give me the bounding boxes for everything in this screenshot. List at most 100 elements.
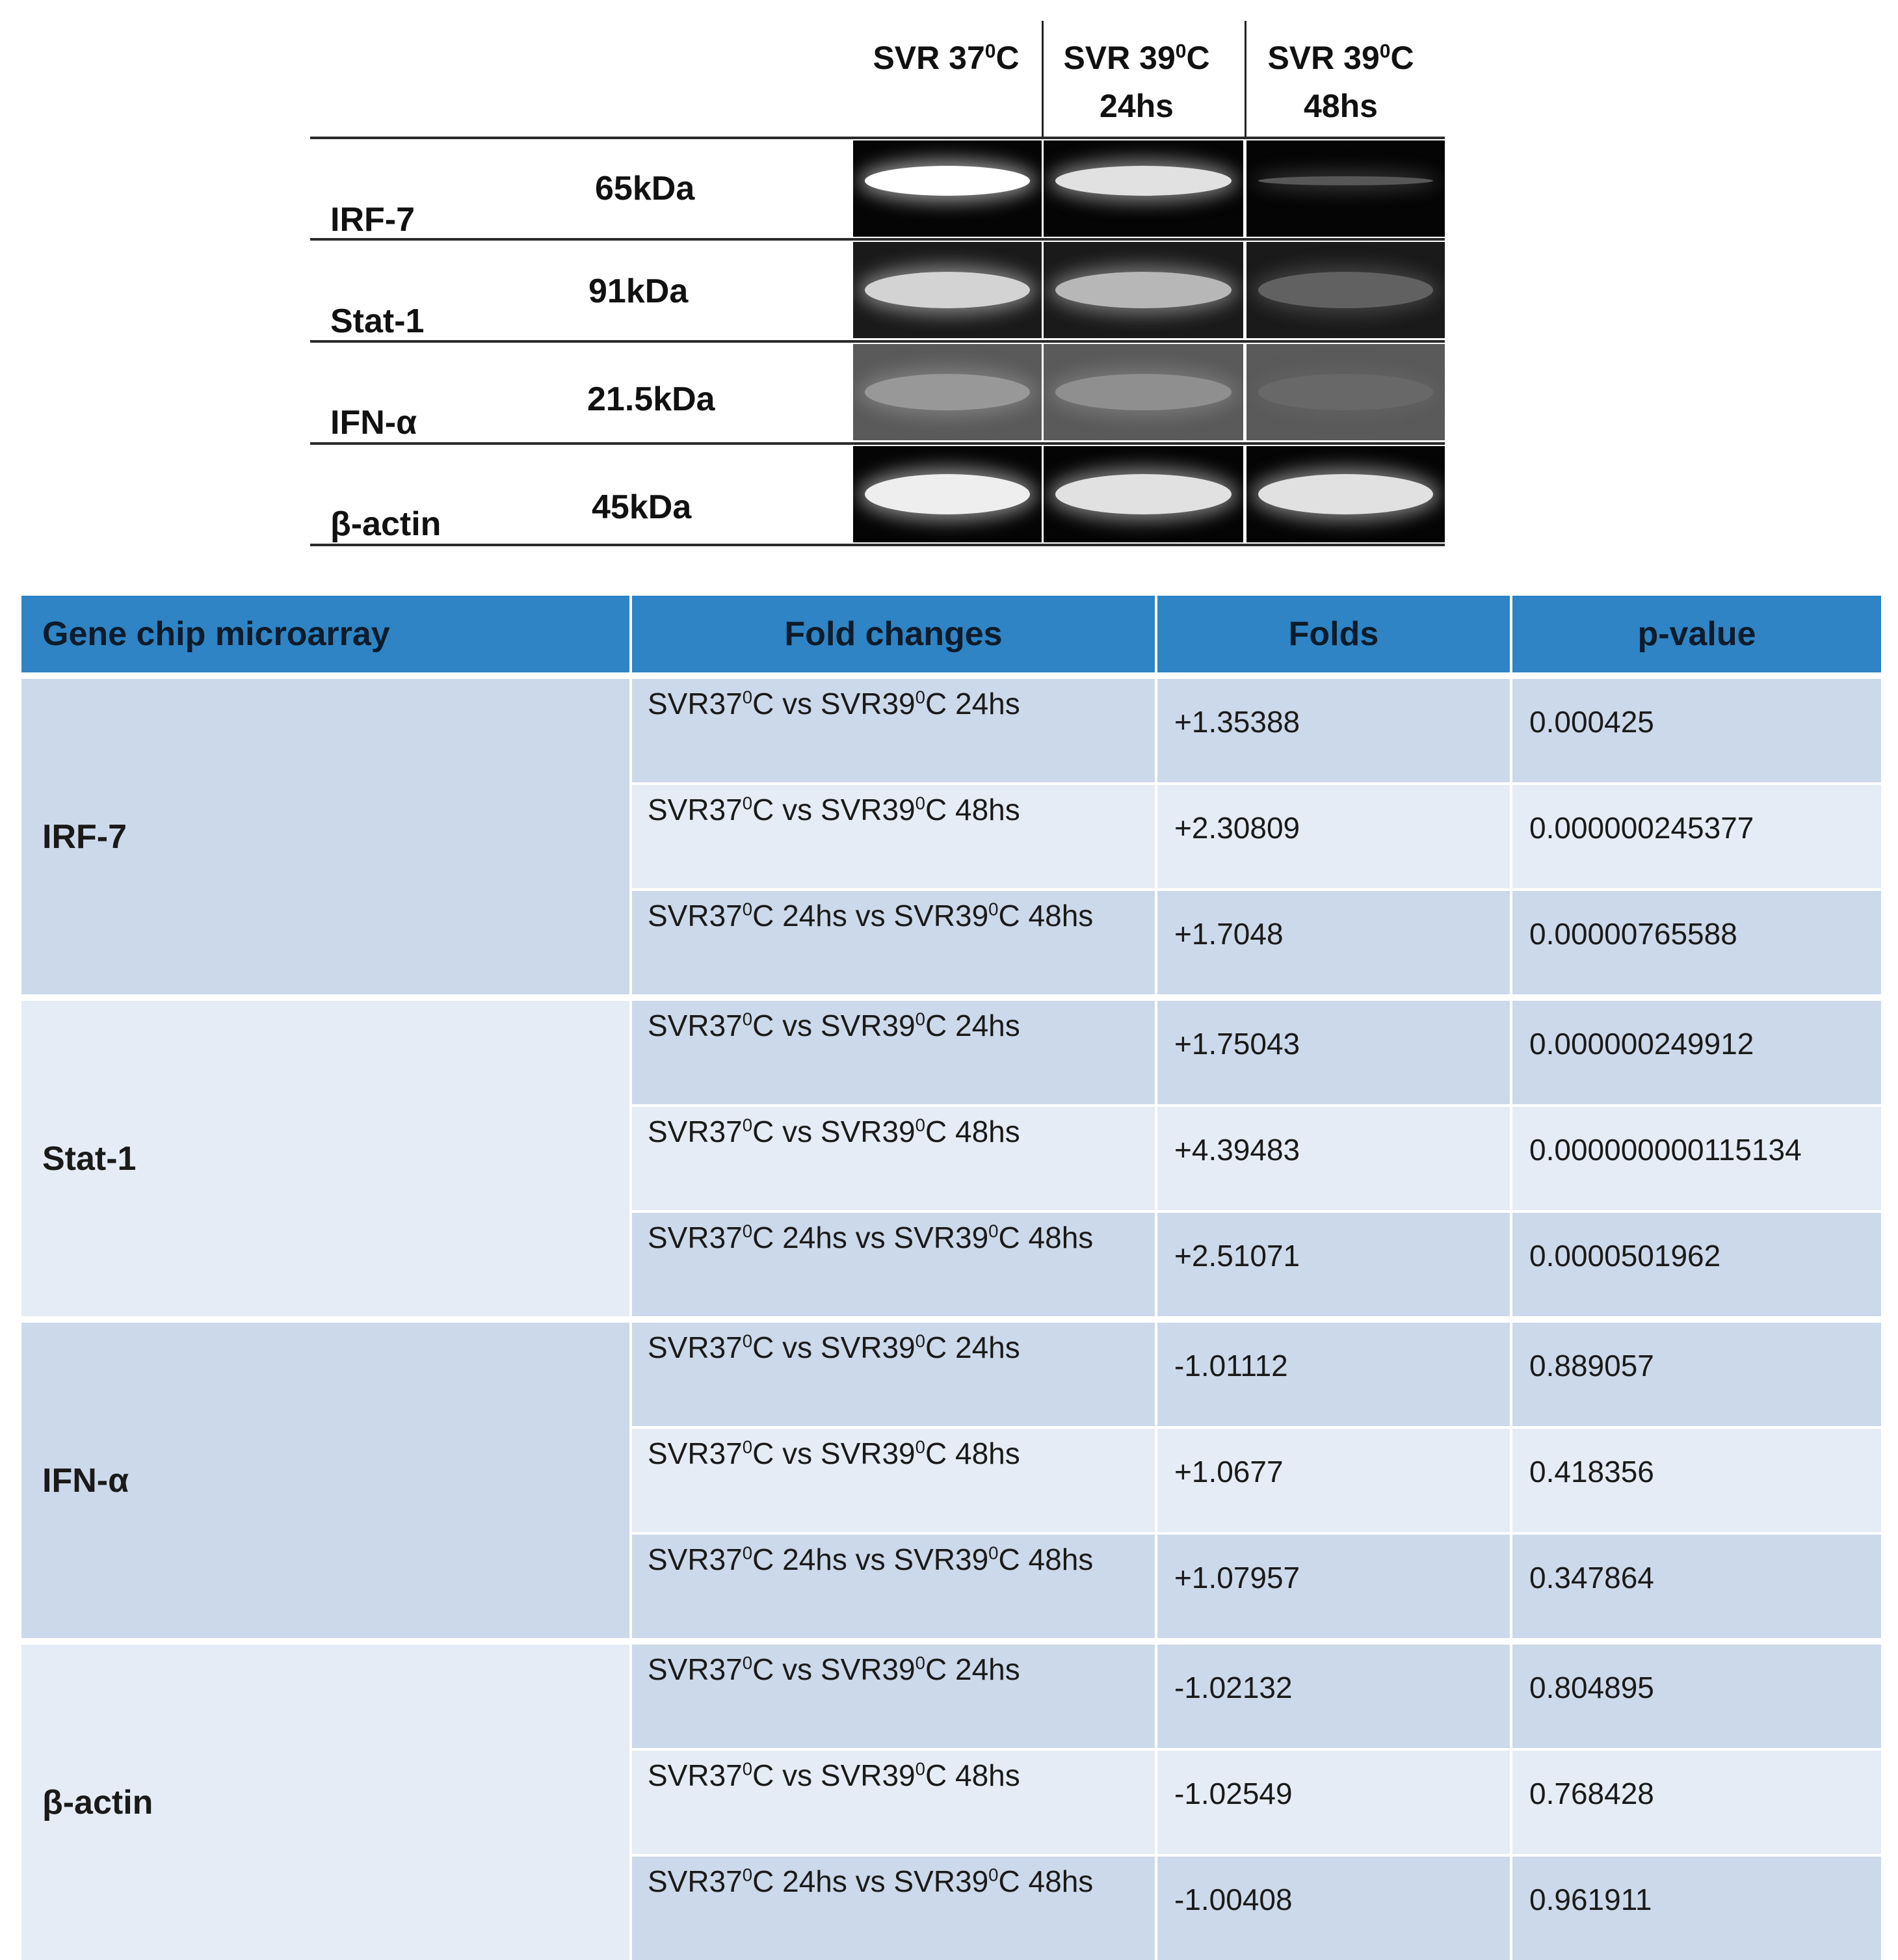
blot-band-panel [1246, 446, 1445, 542]
comparison-text: SVR37 [648, 793, 743, 827]
comparison-text: C vs SVR39 [752, 1331, 916, 1364]
comparison-text: C vs SVR39 [752, 793, 916, 827]
blot-band [865, 374, 1030, 410]
comparison-text: C 24hs vs SVR39 [752, 1543, 989, 1576]
degree-superscript: 0 [988, 1221, 999, 1241]
comparison-cell: SVR370C vs SVR390C 24hs [631, 1638, 1157, 1749]
comparison-text: C 48hs [925, 1115, 1020, 1148]
degree-superscript: 0 [915, 1115, 925, 1135]
western-blot-figure: SVR 370C SVR 390C 24hs SVR 390C 48hs IRF… [0, 0, 1898, 559]
kda-label-ifn-alpha: 21.5kDa [587, 380, 715, 418]
blot-rule [310, 340, 1445, 343]
comparison-text: SVR37 [648, 1437, 743, 1470]
protein-label-irf7: IRF-7 [330, 201, 415, 239]
comparison-text: C 24hs [925, 1652, 1020, 1686]
comparison-text: SVR37 [648, 1758, 743, 1792]
kda-label-irf7: 65kDa [595, 170, 695, 207]
microarray-table-container: Gene chip microarray Fold changes Folds … [21, 596, 1881, 1960]
comparison-cell: SVR370C 24hs vs SVR390C 48hs [631, 1532, 1157, 1641]
comparison-text: C 24hs vs SVR39 [752, 1221, 989, 1254]
degree-superscript: 0 [915, 1758, 925, 1779]
comparison-text: SVR37 [648, 1543, 743, 1576]
blot-band-panel [1246, 140, 1445, 237]
fold-value-cell: +1.07957 [1156, 1532, 1512, 1641]
lane-header-divider [1245, 21, 1246, 138]
gene-name-cell: IFN-α [21, 1316, 632, 1641]
p-value-cell: 0.418356 [1511, 1426, 1881, 1533]
comparison-cell: SVR370C vs SVR390C 48hs [631, 1748, 1157, 1855]
comparison-text: C vs SVR39 [752, 1758, 916, 1792]
degree-superscript: 0 [742, 1543, 753, 1563]
table-row: SVR370C 24hs vs SVR390C 48hs +2.51071 0.00… [21, 1210, 1881, 1319]
comparison-text: C 48hs [925, 1437, 1020, 1470]
table-row: β-actin SVR370C vs SVR390C 24hs -1.02132 0.… [21, 1638, 1881, 1960]
comparison-text: C vs SVR39 [752, 1115, 916, 1148]
comparison-text: SVR37 [648, 687, 743, 721]
blot-band-panel [853, 446, 1042, 542]
gene-name-cell: Stat-1 [21, 994, 632, 1319]
table-row: SVR370C vs SVR390C 48hs +2.30809 0.0000002… [21, 782, 1881, 890]
comparison-text: SVR37 [648, 899, 743, 933]
comparison-text: C 48hs [998, 1864, 1094, 1898]
degree-superscript: 0 [988, 899, 999, 920]
table-row: SVR370C vs SVR390C 48hs +4.39483 0.0000000… [21, 1104, 1881, 1212]
blot-rule-bottom [310, 544, 1445, 546]
p-value-cell: 0.0000501962 [1511, 1210, 1881, 1319]
blot-band [865, 166, 1030, 196]
table-row: IRF-7 SVR370C vs SVR390C 24hs +1.35388 0.00… [21, 672, 1881, 998]
table-body: IRF-7 SVR370C vs SVR390C 24hs +1.35388 0.00… [21, 672, 1881, 1960]
table-row: SVR370C vs SVR390C 48hs +1.0677 0.418356 [21, 1426, 1881, 1533]
degree-superscript: 0 [742, 899, 753, 920]
fold-value-cell: -1.00408 [1156, 1854, 1512, 1960]
degree-superscript: 0 [742, 1437, 753, 1457]
comparison-text: C 24hs vs SVR39 [752, 1864, 989, 1898]
blot-band-panel [853, 140, 1042, 237]
lane-header-divider [1042, 21, 1044, 138]
blot-band-panel [1246, 344, 1445, 440]
degree-superscript: 0 [915, 687, 925, 708]
blot-band [1258, 374, 1433, 410]
comparison-text: C vs SVR39 [752, 1652, 916, 1686]
protein-label-stat1: Stat-1 [330, 302, 425, 340]
protein-label-beta-actin: β-actin [330, 505, 442, 543]
degree-superscript: 0 [742, 1221, 753, 1241]
table-row: Stat-1 SVR370C vs SVR390C 24hs +1.75043 0.0… [21, 994, 1881, 1319]
p-value-cell: 0.768428 [1511, 1748, 1881, 1855]
p-value-cell: 0.889057 [1511, 1316, 1881, 1427]
p-value-cell: 0.347864 [1511, 1532, 1881, 1641]
blot-band-panel [1044, 140, 1243, 237]
table-row: SVR370C 24hs vs SVR390C 48hs +1.7048 0.000… [21, 888, 1881, 998]
comparison-cell: SVR370C vs SVR390C 24hs [631, 994, 1157, 1106]
comparison-text: C vs SVR39 [752, 1437, 916, 1470]
protein-label-ifn-alpha: IFN-α [330, 404, 417, 442]
fold-value-cell: +2.51071 [1156, 1210, 1512, 1319]
p-value-cell: 0.961911 [1511, 1854, 1881, 1960]
table-row: IFN-α SVR370C vs SVR390C 24hs -1.01112 0.88… [21, 1316, 1881, 1641]
p-value-cell: 0.00000765588 [1511, 888, 1881, 998]
comparison-text: C vs SVR39 [752, 1009, 916, 1042]
blot-band [1055, 166, 1232, 196]
blot-band [1258, 272, 1433, 308]
degree-superscript: 0 [742, 687, 753, 708]
p-value-cell: 0.000000249912 [1511, 994, 1881, 1106]
comparison-text: C 24hs [925, 1331, 1020, 1364]
comparison-text: C 48hs [925, 1758, 1020, 1792]
comparison-text: C 24hs [925, 1009, 1020, 1042]
fold-value-cell: +1.75043 [1156, 994, 1512, 1106]
comparison-cell: SVR370C 24hs vs SVR390C 48hs [631, 888, 1157, 998]
blot-rule-top [310, 137, 1445, 139]
fold-value-cell: -1.02132 [1156, 1638, 1512, 1749]
degree-superscript: 0 [988, 1864, 999, 1885]
kda-label-stat1: 91kDa [588, 272, 689, 310]
blot-band [1055, 374, 1232, 410]
degree-superscript: 0 [742, 1864, 753, 1885]
blot-band-panel [1044, 242, 1243, 338]
table-header-row: Gene chip microarray Fold changes Folds … [21, 596, 1881, 676]
comparison-cell: SVR370C vs SVR390C 48hs [631, 782, 1157, 890]
fold-value-cell: +1.35388 [1156, 672, 1512, 784]
comparison-cell: SVR370C vs SVR390C 48hs [631, 1426, 1157, 1533]
degree-superscript: 0 [742, 1758, 753, 1779]
blot-band [1258, 176, 1433, 185]
fold-value-cell: +2.30809 [1156, 782, 1512, 890]
fold-value-cell: -1.02549 [1156, 1748, 1512, 1855]
